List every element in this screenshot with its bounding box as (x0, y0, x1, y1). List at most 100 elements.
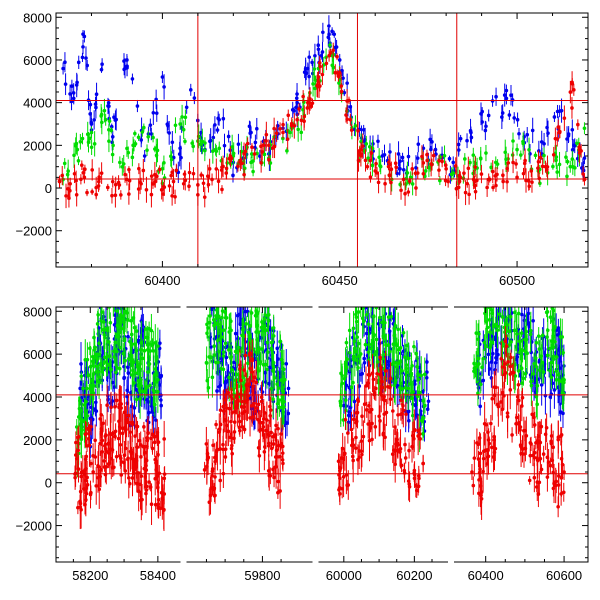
top-data-point (78, 139, 83, 144)
bottom-data-point (135, 424, 140, 429)
bottom-data-point (134, 329, 139, 333)
top-data-point (173, 123, 178, 128)
bottom-data-point (356, 341, 361, 346)
top-data-point (458, 175, 463, 180)
top-data-point (359, 139, 363, 144)
bottom-data-point (221, 350, 226, 354)
top-data-point (456, 148, 461, 152)
bottom-data-point (504, 324, 508, 328)
top-data-point (139, 181, 143, 186)
top-data-point (206, 182, 211, 187)
top-data-point (500, 115, 504, 119)
top-data-point (415, 171, 420, 175)
bottom-data-point (156, 506, 161, 510)
top-data-point (130, 155, 135, 160)
bottom-data-point (353, 446, 358, 450)
top-data-point (285, 137, 290, 141)
top-data-point (494, 183, 498, 188)
bottom-data-point (209, 355, 213, 359)
bottom-data-point (89, 461, 93, 466)
bottom-data-point (554, 369, 559, 373)
top-data-point (88, 112, 92, 116)
bottom-data-point (374, 349, 379, 354)
bottom-data-point (210, 473, 214, 478)
top-data-point (494, 94, 498, 99)
top-data-point (236, 142, 241, 146)
bottom-data-point (362, 402, 367, 407)
bottom-data-point (360, 414, 364, 419)
top-data-point (136, 135, 141, 140)
top-data-point (81, 45, 85, 49)
top-ytick-label: 2000 (23, 138, 52, 153)
top-data-point (225, 161, 229, 165)
bottom-data-point (265, 418, 269, 422)
bottom-data-point (116, 436, 121, 441)
top-data-point (552, 115, 557, 119)
top-data-point (162, 161, 166, 165)
top-data-point (515, 175, 519, 180)
bottom-data-point (205, 331, 209, 336)
top-data-point (479, 172, 484, 176)
top-data-point (465, 181, 470, 186)
top-data-point (361, 128, 366, 132)
bottom-data-point (402, 355, 407, 359)
bottom-data-point (252, 401, 256, 406)
bottom-data-point (487, 367, 492, 371)
bottom-data-point (85, 386, 89, 391)
top-series (57, 42, 587, 209)
top-data-point (191, 144, 195, 149)
top-data-point (356, 128, 360, 133)
bottom-data-point (133, 371, 138, 375)
bottom-data-point (118, 442, 123, 447)
bottom-data-point (423, 403, 427, 408)
bottom-data-point (488, 342, 493, 347)
top-data-point (92, 142, 97, 146)
top-data-point (444, 167, 448, 171)
bottom-data-point (207, 500, 212, 505)
top-data-point (114, 117, 118, 122)
top-data-point (299, 130, 304, 135)
top-data-point (166, 123, 170, 128)
top-data-point (151, 182, 155, 186)
top-data-point (504, 88, 509, 93)
bottom-data-point (551, 308, 556, 313)
bottom-data-point (381, 334, 386, 338)
top-data-point (110, 193, 114, 198)
top-data-point (367, 144, 372, 149)
top-data-point (102, 108, 107, 113)
bottom-data-point (126, 334, 130, 339)
bottom-data-point (146, 335, 150, 340)
bottom-data-point (248, 366, 252, 371)
bottom-data-point (215, 322, 220, 326)
bottom-data-point (82, 403, 87, 407)
bottom-data-point (497, 312, 502, 316)
top-data-point (368, 158, 373, 163)
top-data-point (485, 185, 489, 190)
bottom-data-point (278, 339, 283, 344)
top-data-point (524, 178, 528, 183)
bottom-data-point (210, 375, 215, 380)
bottom-data-point (394, 343, 399, 348)
bottom-data-point (528, 328, 533, 333)
bottom-data-point (150, 432, 155, 437)
top-data-point (484, 124, 488, 129)
top-data-point (572, 143, 576, 148)
top-data-point (107, 139, 111, 143)
bottom-data-point (393, 381, 397, 385)
top-data-point (145, 148, 149, 152)
bottom-data-point (263, 362, 268, 367)
bottom-data-point (104, 449, 108, 454)
top-data-point (447, 156, 452, 161)
bottom-data-point (104, 433, 108, 438)
top-data-point (247, 124, 252, 129)
bottom-data-point (242, 300, 246, 304)
bottom-data-point (140, 389, 145, 394)
bottom-data-point (281, 410, 286, 414)
top-data-point (170, 194, 174, 198)
top-data-point (313, 53, 317, 58)
top-data-point (72, 171, 77, 176)
bottom-data-point (95, 352, 99, 356)
top-data-point (394, 165, 399, 170)
top-data-point (99, 171, 104, 175)
